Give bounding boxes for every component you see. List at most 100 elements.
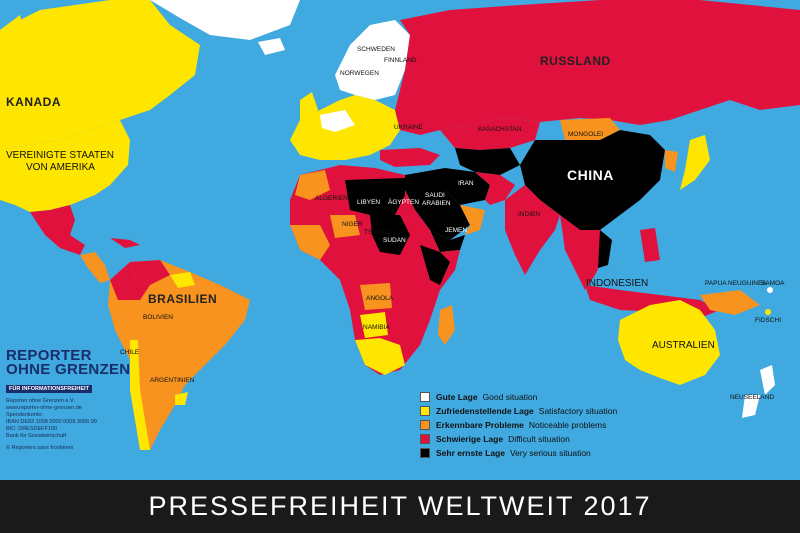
label-saudi-line1: SAUDI [425, 192, 445, 199]
scandinavia[interactable] [335, 20, 410, 100]
country-canada[interactable] [0, 0, 200, 150]
country-chile[interactable] [130, 340, 150, 450]
middle-east[interactable] [405, 168, 470, 240]
southeast-asia[interactable] [560, 215, 605, 290]
country-sudan[interactable] [370, 215, 410, 255]
label-australien: AUSTRALIEN [652, 340, 715, 351]
label-brasilien: BRASILIEN [148, 292, 218, 306]
label-norwegen: NORWEGEN [340, 70, 379, 77]
country-philippines[interactable] [640, 228, 660, 262]
country-colombia[interactable] [110, 262, 150, 300]
legend-label-en: Good situation [482, 392, 538, 402]
country-india[interactable] [505, 185, 560, 275]
label-kanada: KANADA [6, 95, 61, 109]
logo-line2: OHNE GRENZEN [6, 361, 131, 378]
rog-logo[interactable]: REPORTER OHNE GRENZEN FÜR INFORMATIONSFR… [6, 348, 131, 395]
central-america[interactable] [80, 252, 110, 283]
footer-title: PRESSEFREIHEIT WELTWEIT 2017 [148, 491, 652, 521]
legend-swatch [420, 406, 430, 416]
country-pakistan[interactable] [475, 172, 515, 205]
label-libyen: LIBYEN [357, 199, 381, 206]
legend-label-en: Noticeable problems [528, 420, 607, 430]
label-samoa: SAMOA [761, 280, 785, 287]
country-papua-new-guinea[interactable] [700, 290, 760, 315]
label-niger: NIGER [342, 221, 363, 228]
country-vietnam[interactable] [598, 230, 612, 268]
country-new-zealand-north[interactable] [760, 365, 775, 395]
country-libya-egypt[interactable] [345, 178, 405, 215]
country-angola[interactable] [360, 283, 392, 310]
country-venezuela[interactable] [130, 260, 170, 285]
label-indonesien: INDONESIEN [586, 278, 649, 289]
country-yemen[interactable] [430, 230, 465, 252]
legend-label-de: Erkennbare Probleme [436, 420, 524, 430]
country-alaska[interactable] [0, 15, 30, 85]
label-neuseeland: NEUSEELAND [730, 394, 775, 401]
label-chile: CHILE [120, 349, 140, 356]
legend-label-de: Schwierige Lage [436, 434, 504, 444]
info-line: Bank für Sozialwirtschaft [6, 433, 67, 439]
legend: Gute Lage Good situation Zufriedenstellend… [420, 391, 617, 461]
legend-row: Schwierige Lage Difficult situation [420, 433, 617, 445]
legend-swatch [420, 434, 430, 444]
country-iran[interactable] [445, 168, 490, 205]
country-korea[interactable] [665, 150, 678, 172]
country-australia[interactable] [618, 300, 720, 385]
country-uk[interactable] [300, 92, 318, 125]
legend-row: Gute Lage Good situation [420, 391, 617, 403]
country-madagascar[interactable] [438, 305, 455, 345]
footer-bar: PRESSEFREIHEIT WELTWEIT 2017 [0, 480, 800, 533]
country-niger[interactable] [330, 215, 360, 238]
country-mongolia[interactable] [560, 118, 620, 140]
label-russland: RUSSLAND [540, 54, 611, 68]
label-schweden: SCHWEDEN [357, 46, 395, 53]
info-line[interactable]: www.reporter-ohne-grenzen.de [6, 405, 82, 411]
country-turkey[interactable] [380, 148, 440, 167]
country-new-zealand-south[interactable] [742, 395, 760, 418]
country-cuba[interactable] [110, 238, 140, 248]
country-samoa[interactable] [767, 287, 773, 293]
label-argentinien: ARGENTINIEN [150, 377, 195, 384]
label-finnland: FINNLAND [384, 57, 417, 64]
country-somalia[interactable] [420, 245, 450, 285]
legend-label-de: Gute Lage [436, 392, 478, 402]
label-usa-line2: VON AMERIKA [26, 162, 95, 173]
country-usa[interactable] [0, 120, 130, 212]
country-morocco[interactable] [295, 170, 330, 200]
label-bolivien: BOLIVIEN [143, 314, 173, 321]
label-ukraine: UKRAINE [394, 124, 423, 131]
label-aegypten: ÄGYPTEN [388, 199, 420, 206]
south-america[interactable] [108, 260, 250, 450]
country-oman[interactable] [460, 205, 485, 235]
country-russia[interactable] [395, 0, 800, 135]
info-line: BIC: DRESDEFF100 [6, 426, 58, 432]
label-mongolei: MONGOLEI [568, 131, 604, 138]
west-africa[interactable] [290, 225, 330, 260]
label-algerien: ALGERIEN [315, 195, 348, 202]
country-japan[interactable] [680, 135, 710, 190]
label-namibia: NAMIBIA [363, 324, 390, 331]
legend-swatch [420, 392, 430, 402]
country-south-africa[interactable] [355, 338, 405, 375]
country-namibia[interactable] [360, 312, 388, 338]
info-line: © Reporters sans frontières [6, 445, 74, 451]
country-suriname[interactable] [170, 272, 195, 288]
greenland[interactable] [150, 0, 300, 40]
central-europe[interactable] [320, 110, 355, 132]
legend-label-en: Very serious situation [509, 448, 591, 458]
info-line: Spendenkonto: [6, 412, 44, 418]
country-china[interactable] [520, 130, 665, 230]
country-iceland[interactable] [258, 38, 285, 55]
legend-label-en: Difficult situation [508, 434, 570, 444]
label-jemen: JEMEN [445, 227, 468, 234]
central-asia[interactable] [455, 148, 520, 175]
label-indien: INDIEN [518, 211, 541, 218]
country-uruguay[interactable] [175, 392, 188, 405]
legend-label-de: Sehr ernste Lage [436, 448, 505, 458]
label-china: CHINA [567, 167, 614, 183]
country-fiji[interactable] [765, 309, 771, 315]
info-line: IBAN DE83 1008 0000 0008 3056 00 [6, 419, 97, 425]
country-kazakhstan[interactable] [440, 118, 540, 150]
country-mexico[interactable] [30, 205, 85, 255]
world-map [0, 0, 800, 480]
